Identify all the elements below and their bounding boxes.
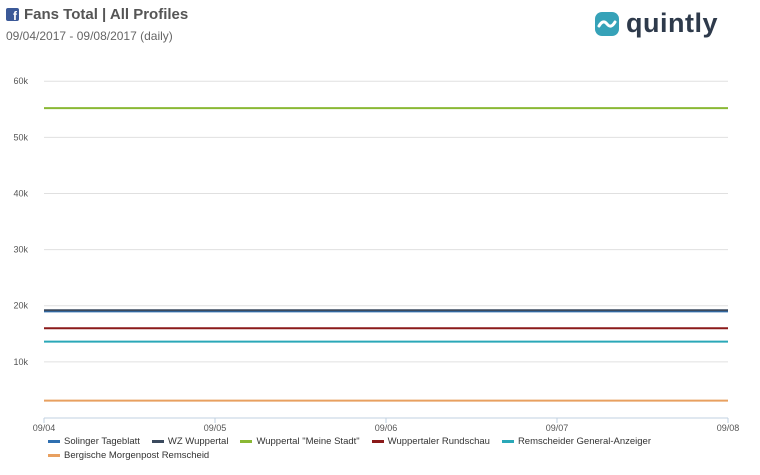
legend-item[interactable]: WZ Wuppertal [151,436,229,447]
legend-item[interactable]: Bergische Morgenpost Remscheid [48,450,209,461]
quintly-logo: quintly [594,8,718,39]
chart-header: f Fans Total | All Profiles 09/04/2017 -… [6,6,188,43]
y-tick-label: 50k [13,132,28,142]
legend-label: WZ Wuppertal [167,436,229,447]
x-tick-label: 09/08 [717,423,740,433]
y-tick-label: 40k [13,188,28,198]
y-tick-label: 30k [13,245,28,255]
quintly-logo-icon [595,11,619,36]
legend-swatch [501,440,514,443]
logo-text: quintly [626,8,718,38]
title-row: f Fans Total | All Profiles [6,6,188,23]
facebook-icon: f [6,8,19,22]
date-range: 09/04/2017 - 09/08/2017 (daily) [6,29,173,43]
y-tick-label: 10k [13,357,28,367]
legend-label: Wuppertal "Meine Stadt" [256,436,360,447]
x-tick-label: 09/06 [375,423,398,433]
y-tick-label: 60k [13,76,28,86]
x-tick-label: 09/04 [33,423,56,433]
legend-swatch [371,440,384,443]
legend-item[interactable]: Wuppertal "Meine Stadt" [240,436,360,447]
legend: Solinger Tageblatt WZ Wuppertal Wuppertal … [48,436,748,464]
x-tick-label: 09/07 [546,423,569,433]
legend-label: Wuppertaler Rundschau [387,436,490,447]
chart-title: Fans Total | All Profiles [24,6,189,23]
legend-label: Bergische Morgenpost Remscheid [64,450,210,461]
x-tick-label: 09/05 [204,423,227,433]
legend-item[interactable]: Wuppertaler Rundschau [371,436,490,447]
legend-row: Solinger Tageblatt WZ Wuppertal Wuppertal … [48,436,748,447]
y-tick-label: 20k [13,301,28,311]
legend-label: Solinger Tageblatt [64,436,140,447]
legend-swatch [240,440,253,443]
legend-label: Remscheider General-Anzeiger [517,436,651,447]
legend-swatch [48,454,60,457]
legend-swatch [151,440,164,443]
legend-item[interactable]: Solinger Tageblatt [48,436,140,447]
legend-swatch [48,440,60,443]
legend-row: Bergische Morgenpost Remscheid [48,450,748,461]
legend-item[interactable]: Remscheider General-Anzeiger [501,436,651,447]
